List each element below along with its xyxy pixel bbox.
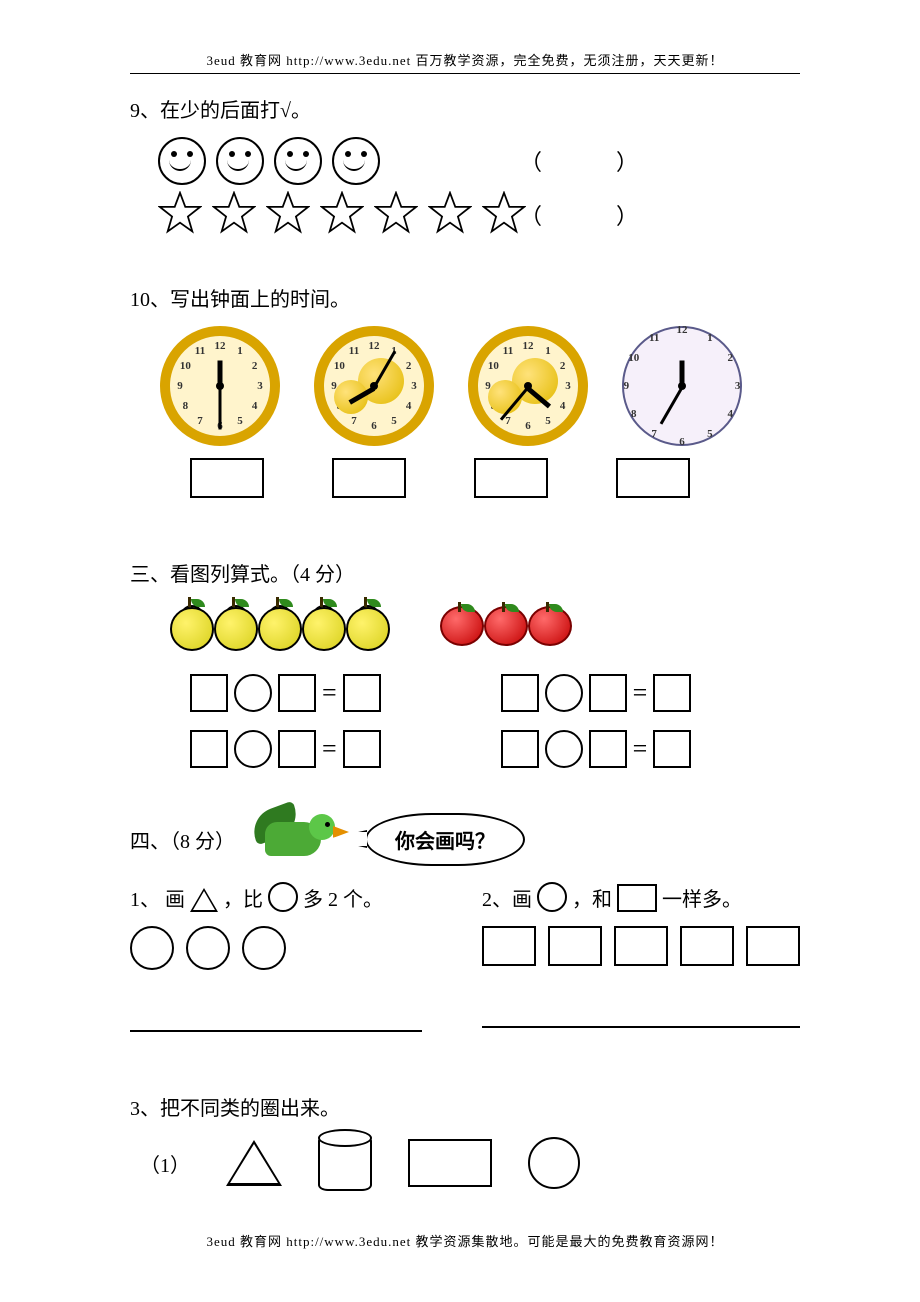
rectangle-shape[interactable] [408, 1139, 492, 1187]
circle-shape[interactable] [528, 1137, 580, 1189]
smiley-icon [332, 137, 380, 185]
apple-icon [440, 606, 480, 646]
star-icon [428, 191, 472, 235]
star-icon [320, 191, 364, 235]
given-rects [482, 926, 800, 966]
equation-row-2: = = [190, 730, 800, 768]
answer-line[interactable] [482, 996, 800, 1028]
clock-answer-box[interactable] [474, 458, 548, 498]
answer-line[interactable] [130, 1000, 422, 1032]
s4-header: 四、（8 分） 你会画吗？ [130, 804, 800, 874]
smiley-icon [158, 137, 206, 185]
fruit-row [170, 601, 800, 656]
clock-answer-box[interactable] [332, 458, 406, 498]
given-circles [130, 926, 422, 970]
triangle-icon [190, 888, 218, 912]
q10-title: 10、写出钟面上的时间。 [130, 283, 800, 312]
equation[interactable]: = [190, 730, 381, 768]
page-header: 3eud 教育网 http://www.3edu.net 百万教学资源，完全免费… [130, 50, 800, 74]
pear-icon [214, 601, 254, 651]
smiley-icon [216, 137, 264, 185]
given-rect [746, 926, 800, 966]
pear-icon [258, 601, 298, 651]
apple-icon [484, 606, 524, 646]
circle-icon [537, 882, 567, 912]
q9-paren-1[interactable]: （ ） [520, 145, 640, 177]
equation-row-1: = = [190, 674, 800, 712]
equation[interactable]: = [190, 674, 381, 712]
apple-icon [528, 606, 568, 646]
s4-left: 1、 画 ，比 多 2 个。 [130, 882, 422, 1032]
q9-paren-2[interactable]: （ ） [520, 199, 640, 231]
pear-icon [302, 601, 342, 651]
clock-icon: 121234567891011 [160, 326, 280, 446]
star-icon [212, 191, 256, 235]
pear-group [170, 601, 390, 656]
q9-title: 9、在少的后面打√。 [130, 94, 800, 123]
smiley-icon [274, 137, 322, 185]
apple-group [440, 606, 572, 651]
star-icon [158, 191, 202, 235]
q9-smiley-row [158, 137, 800, 185]
given-circle [242, 926, 286, 970]
star-icon [374, 191, 418, 235]
clock-answer-box[interactable] [616, 458, 690, 498]
pear-icon [170, 601, 210, 651]
speech-bubble: 你会画吗？ [365, 813, 525, 866]
equation[interactable]: = [501, 730, 692, 768]
clock-answer-box[interactable] [190, 458, 264, 498]
equation[interactable]: = [501, 674, 692, 712]
q3b-label: （1） [140, 1149, 190, 1178]
clock-icon: 121234567891011 [314, 326, 434, 446]
clock-icon: 121234567891011 [468, 326, 588, 446]
q9-star-row [158, 191, 800, 235]
q3b-title: 3、把不同类的圈出来。 [130, 1092, 800, 1121]
circle-icon [268, 882, 298, 912]
clock-icon: 121234567891011 [622, 326, 742, 446]
s4-right-title: 2、画 ，和 一样多。 [482, 882, 800, 912]
s3-title: 三、看图列算式。（4 分） [130, 558, 800, 587]
worksheet-page: 3eud 教育网 http://www.3edu.net 百万教学资源，完全免费… [0, 0, 920, 1284]
given-rect [614, 926, 668, 966]
triangle-shape[interactable] [226, 1140, 282, 1186]
given-circle [130, 926, 174, 970]
star-icon [266, 191, 310, 235]
clock-answer-row [190, 458, 800, 498]
given-rect [680, 926, 734, 966]
q3b-set: （1） [140, 1135, 800, 1191]
rect-icon [617, 884, 657, 912]
page-footer: 3eud 教育网 http://www.3edu.net 教学资源集散地。可能是… [130, 1231, 800, 1254]
s4-subrow: 1、 画 ，比 多 2 个。 2、画 ，和 一样多。 [130, 882, 800, 1032]
cylinder-shape[interactable] [318, 1135, 372, 1191]
given-rect [548, 926, 602, 966]
s4-right: 2、画 ，和 一样多。 [482, 882, 800, 1032]
given-circle [186, 926, 230, 970]
s4-left-title: 1、 画 ，比 多 2 个。 [130, 882, 422, 912]
given-rect [482, 926, 536, 966]
clocks-row: 121234567891011 121234567891011 1212345678… [160, 326, 800, 446]
s4-title: 四、（8 分） [130, 825, 235, 854]
pear-icon [346, 601, 386, 651]
